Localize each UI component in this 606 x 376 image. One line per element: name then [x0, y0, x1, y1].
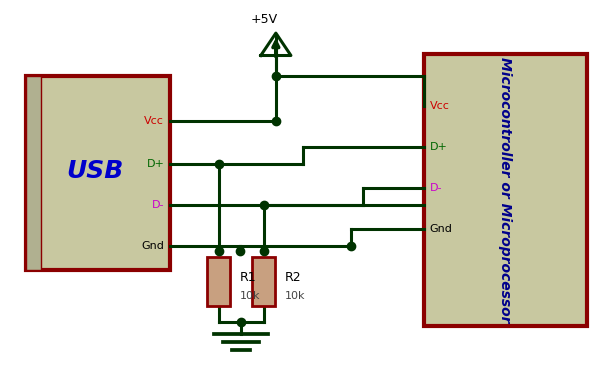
- Bar: [25, 76, 170, 270]
- Bar: [424, 54, 587, 326]
- Text: Gnd: Gnd: [430, 224, 453, 234]
- Text: Vcc: Vcc: [430, 101, 450, 111]
- Text: 10k: 10k: [285, 291, 305, 301]
- Text: R2: R2: [285, 271, 302, 284]
- Text: +5V: +5V: [250, 13, 278, 26]
- Text: R1: R1: [239, 271, 256, 284]
- Bar: [207, 257, 230, 306]
- Bar: [25, 76, 41, 270]
- Text: Gnd: Gnd: [141, 241, 164, 251]
- Text: D+: D+: [430, 142, 448, 152]
- Text: USB: USB: [66, 159, 124, 183]
- Text: D+: D+: [147, 159, 164, 169]
- Text: D-: D-: [430, 183, 442, 193]
- Text: D-: D-: [152, 200, 164, 210]
- Text: Vcc: Vcc: [144, 116, 164, 126]
- Text: Microcontroller or Microprocessor: Microcontroller or Microprocessor: [498, 57, 512, 323]
- Text: 10k: 10k: [239, 291, 260, 301]
- Bar: [252, 257, 275, 306]
